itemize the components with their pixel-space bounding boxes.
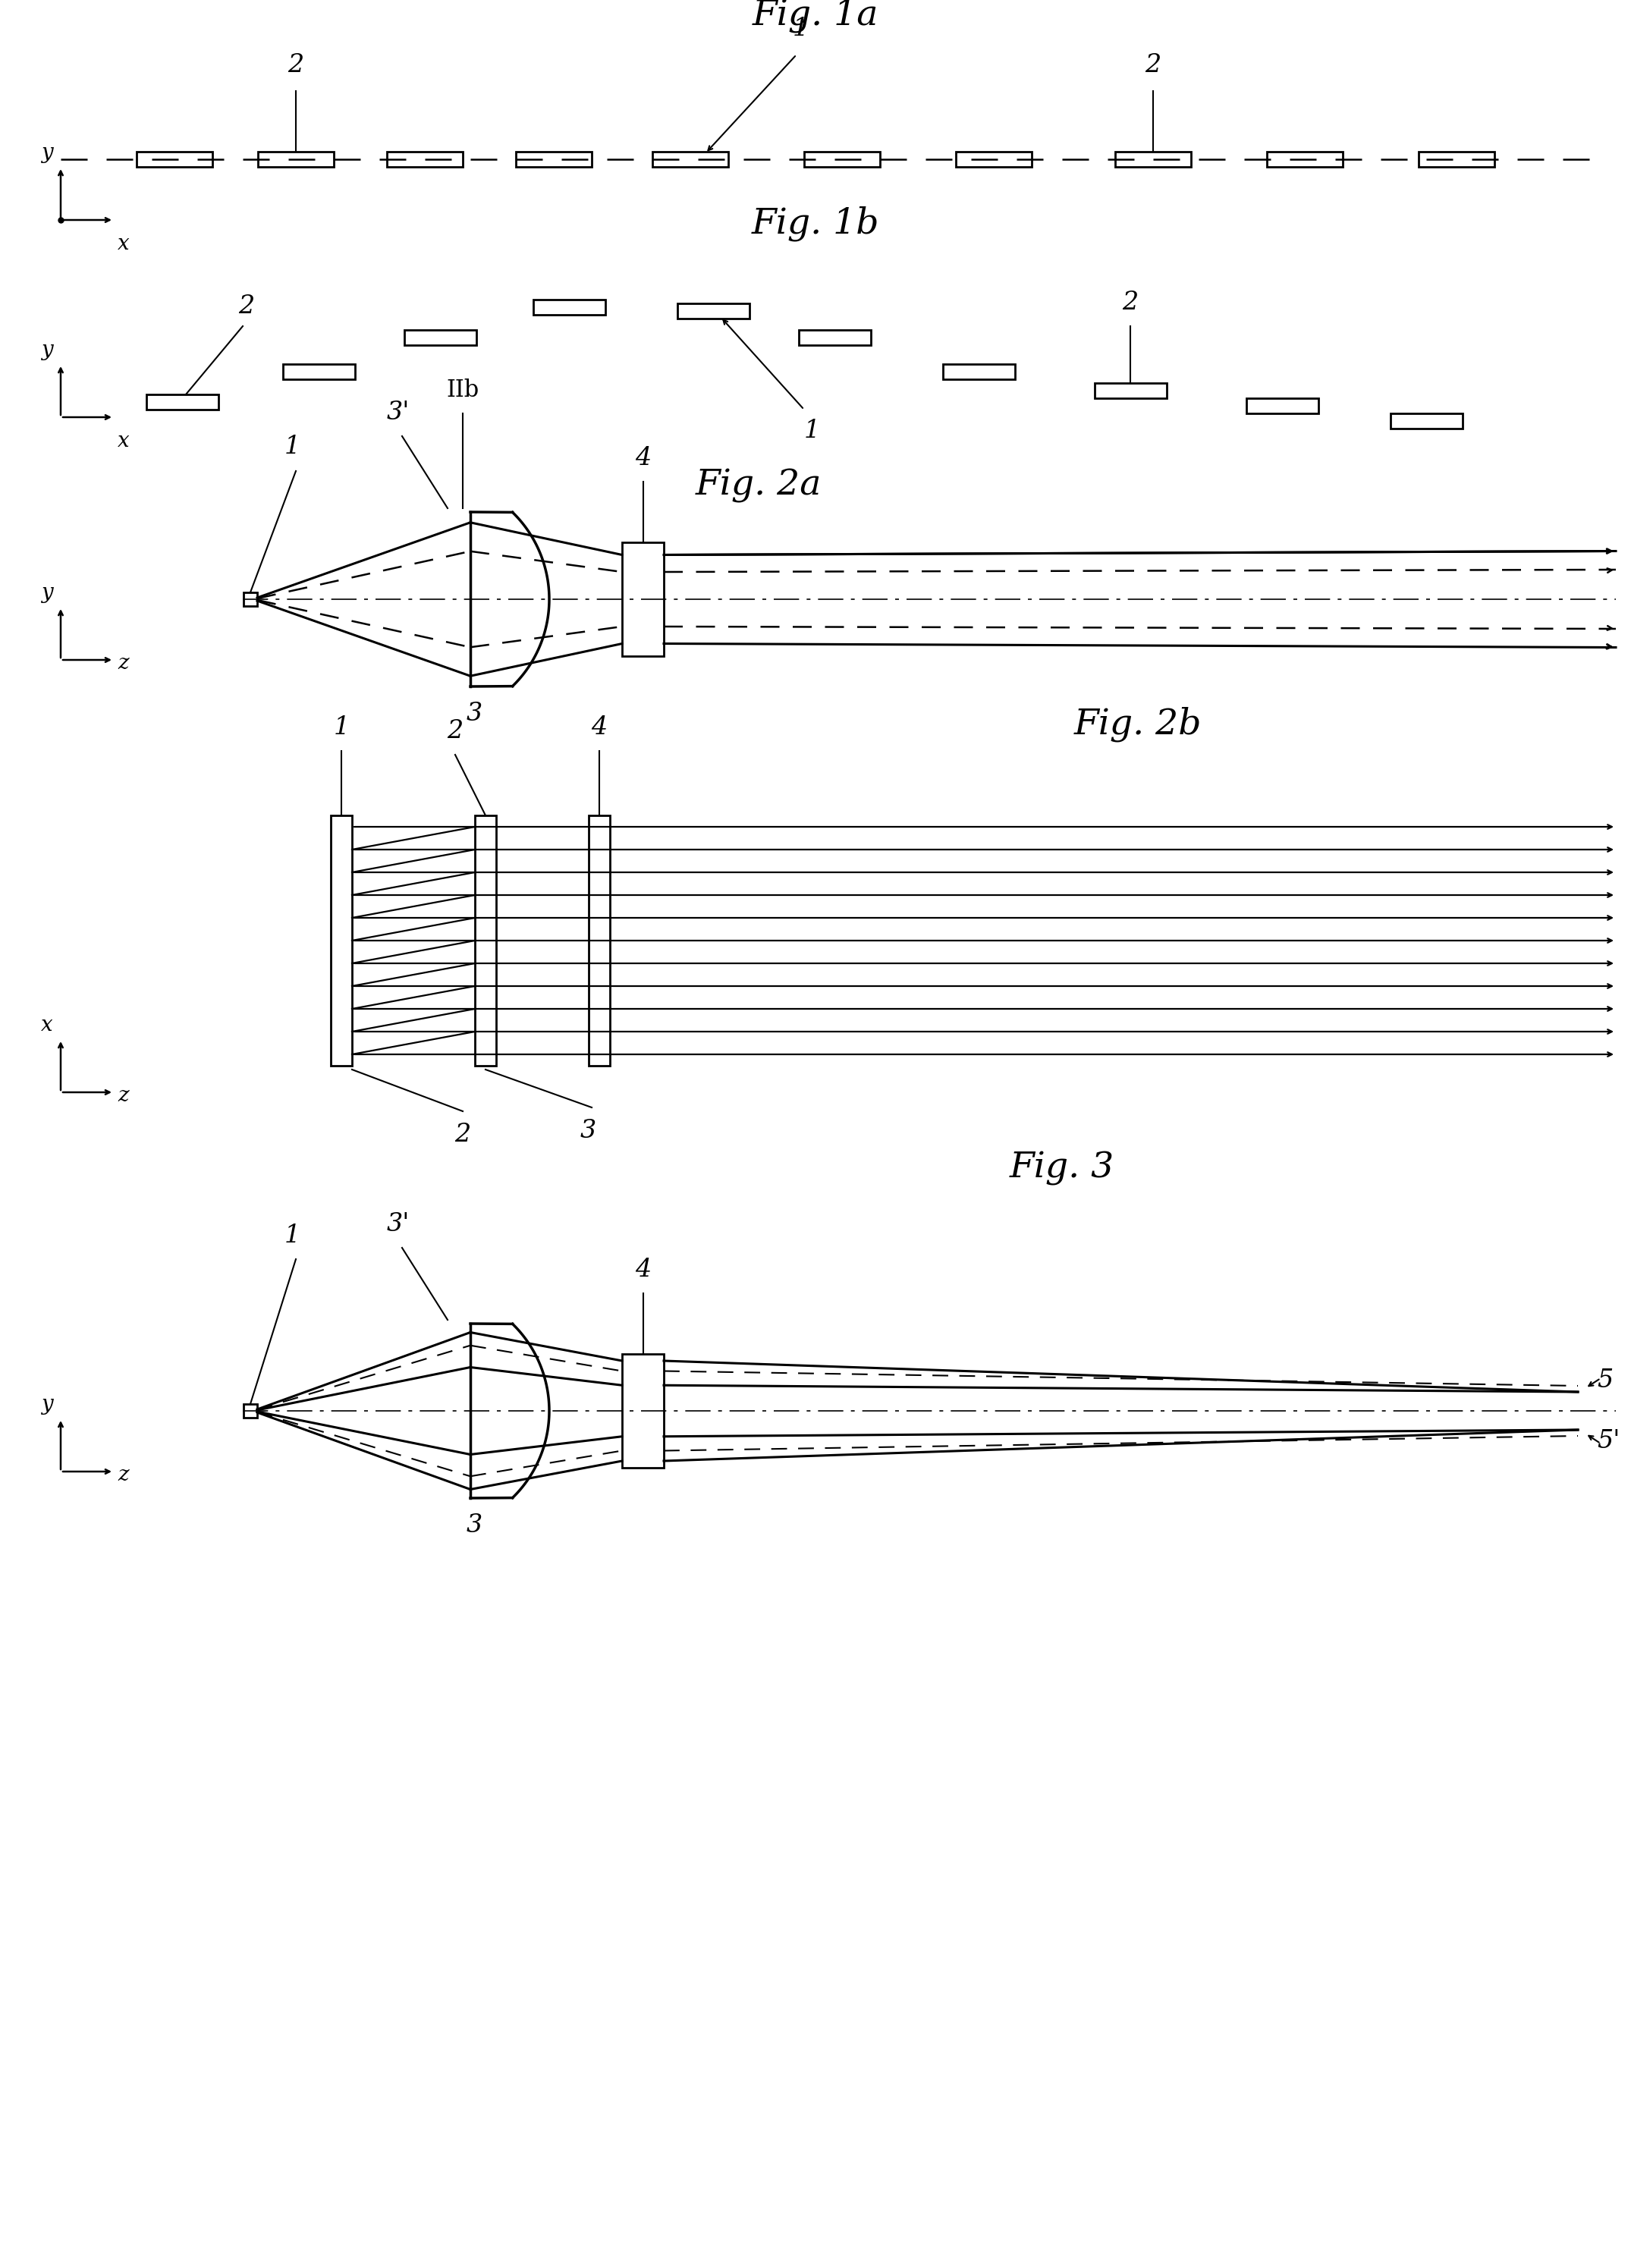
Text: 4: 4 xyxy=(634,447,651,469)
Bar xyxy=(1419,152,1494,168)
Text: Fig. 2b: Fig. 2b xyxy=(1073,708,1202,742)
Text: 3': 3' xyxy=(387,401,409,424)
Bar xyxy=(677,304,749,318)
Text: 3': 3' xyxy=(387,1211,409,1236)
Bar xyxy=(956,152,1032,168)
Text: 2: 2 xyxy=(1145,52,1161,77)
Text: 2: 2 xyxy=(455,1123,471,1148)
Text: 1: 1 xyxy=(333,714,349,739)
Text: 5': 5' xyxy=(1597,1429,1620,1454)
Text: 3: 3 xyxy=(581,1118,595,1143)
Bar xyxy=(331,816,352,1066)
Bar xyxy=(387,152,463,168)
Text: x: x xyxy=(41,1014,52,1036)
Bar xyxy=(799,329,871,345)
Bar xyxy=(1094,383,1166,399)
Text: 2: 2 xyxy=(238,295,254,318)
Text: 4: 4 xyxy=(592,714,607,739)
Text: 1: 1 xyxy=(284,1222,300,1247)
Text: Fig. 1b: Fig. 1b xyxy=(752,206,879,240)
Text: y: y xyxy=(41,583,52,603)
Bar xyxy=(1116,152,1191,168)
Bar xyxy=(589,816,610,1066)
Text: 3: 3 xyxy=(466,701,483,726)
Bar xyxy=(515,152,592,168)
Bar xyxy=(621,1354,664,1467)
Text: z: z xyxy=(117,653,129,674)
Text: z: z xyxy=(117,1465,129,1486)
Text: 2: 2 xyxy=(287,52,303,77)
Bar xyxy=(137,152,212,168)
Text: 1: 1 xyxy=(804,420,820,442)
Bar xyxy=(258,152,334,168)
Text: y: y xyxy=(41,143,52,163)
Text: 4: 4 xyxy=(634,1259,651,1281)
Text: Fig. 3: Fig. 3 xyxy=(1010,1150,1114,1186)
Text: 2: 2 xyxy=(1122,290,1138,315)
Text: y: y xyxy=(41,340,52,361)
Bar xyxy=(533,299,605,315)
Text: Fig. 2a: Fig. 2a xyxy=(695,467,822,503)
Bar xyxy=(147,395,219,411)
Bar xyxy=(804,152,881,168)
Text: 1: 1 xyxy=(793,16,809,41)
Text: x: x xyxy=(117,431,129,451)
Bar xyxy=(282,365,354,379)
Bar xyxy=(1267,152,1342,168)
Text: y: y xyxy=(41,1395,52,1415)
Text: 1: 1 xyxy=(284,435,300,458)
Bar xyxy=(404,329,476,345)
Bar xyxy=(243,1404,258,1418)
Bar xyxy=(1246,399,1318,413)
Bar xyxy=(652,152,729,168)
Bar xyxy=(475,816,496,1066)
Text: 2: 2 xyxy=(447,719,463,744)
Text: IIb: IIb xyxy=(447,379,480,401)
Bar xyxy=(243,592,258,606)
Text: Fig. 1a: Fig. 1a xyxy=(752,0,879,32)
Bar xyxy=(1390,413,1463,429)
Bar xyxy=(621,542,664,655)
Text: 3: 3 xyxy=(466,1513,483,1538)
Text: z: z xyxy=(117,1086,129,1107)
Bar xyxy=(943,365,1014,379)
Text: 5: 5 xyxy=(1597,1368,1613,1393)
Text: x: x xyxy=(117,234,129,254)
